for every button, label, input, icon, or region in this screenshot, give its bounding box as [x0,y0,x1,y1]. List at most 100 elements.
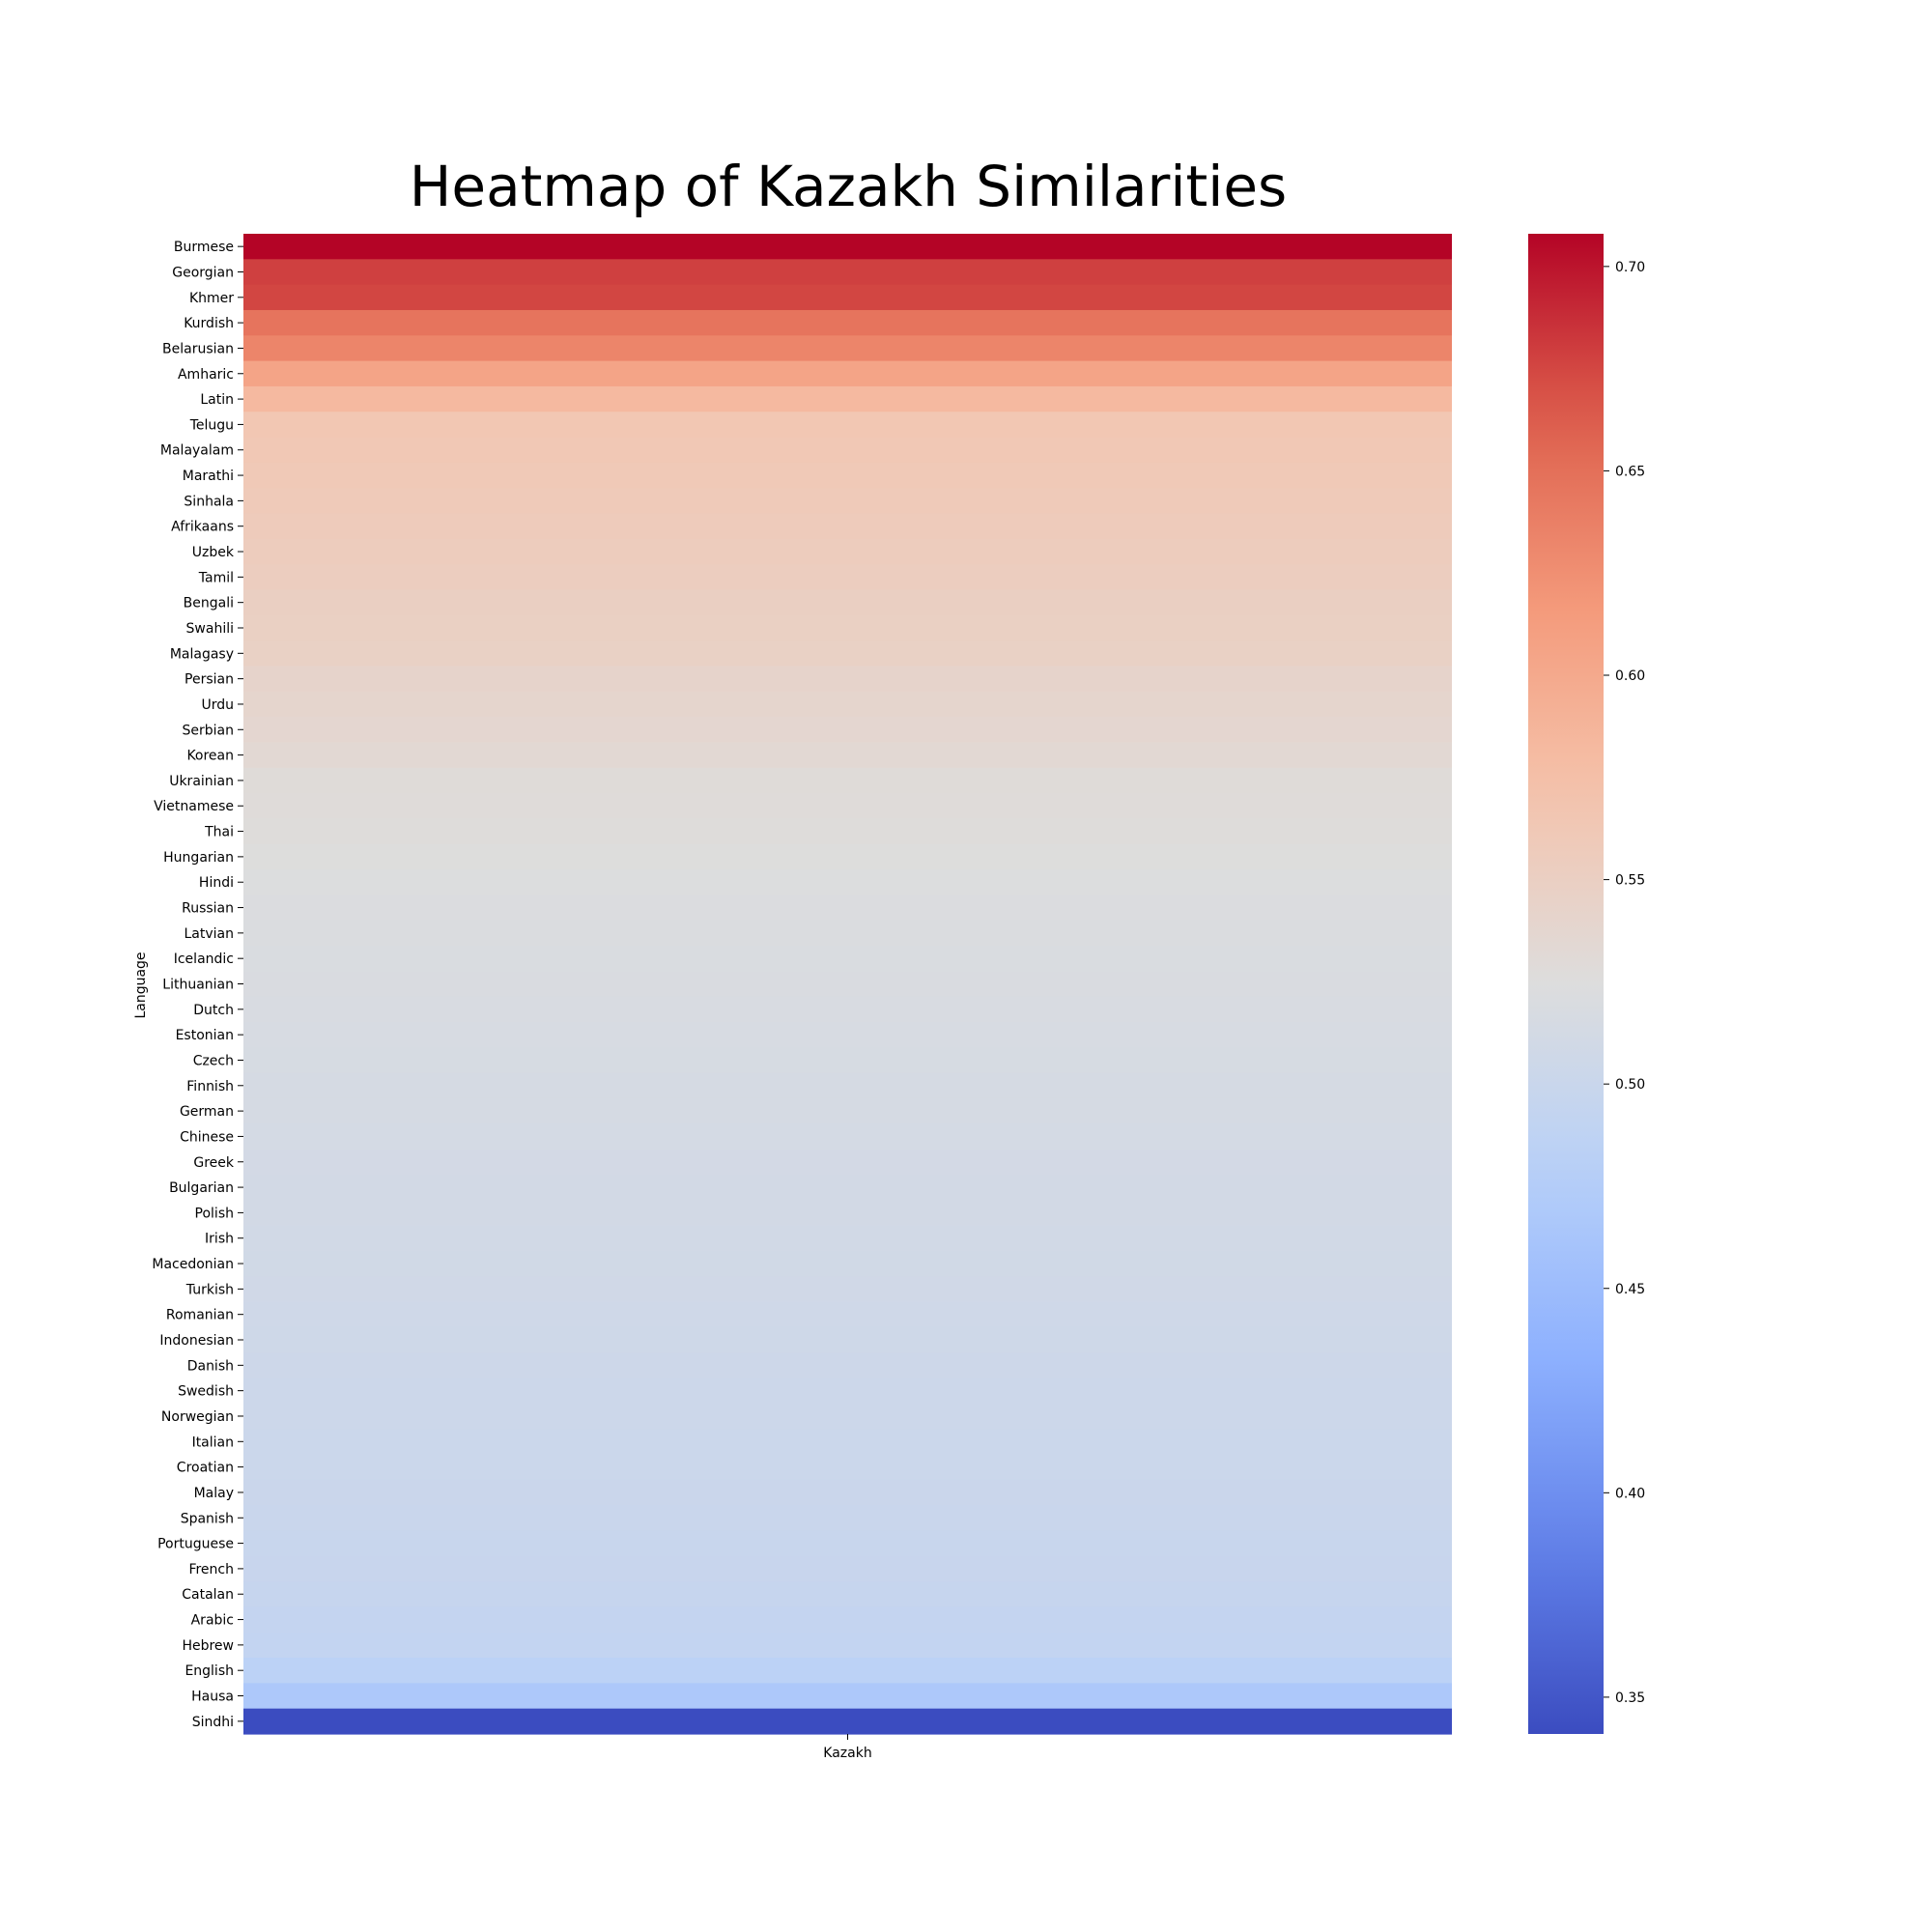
heatmap-cell [243,1581,1452,1607]
row-tick-label: Bengali [184,596,234,611]
heatmap-cell [243,717,1452,744]
heatmap-cell [243,971,1452,998]
colorbar-tick-label: 0.40 [1615,1486,1645,1501]
row-tick-label: Macedonian [152,1257,234,1272]
row-tick-label: Romanian [166,1308,234,1323]
heatmap-cell [243,614,1452,641]
row-tick-label: Ukrainian [169,774,234,789]
heatmap-cell [243,1021,1452,1048]
row-tick-label: Sinhala [184,494,234,509]
row-tick-label: Malayalam [160,443,234,459]
row-tick-label: Italian [192,1435,234,1450]
heatmap-cell [243,1632,1452,1659]
row-tick-labels: Burmese Georgian Khmer Kurdish Belarusian Amh… [152,240,243,1730]
heatmap-cell [243,234,1452,260]
colorbar-tick-label: 0.45 [1615,1282,1645,1297]
heatmap-cell [243,946,1452,972]
heatmap-cell [243,640,1452,668]
heatmap-cell [243,1454,1452,1481]
heatmap-cell [243,793,1452,819]
row-tick-label: Georgian [172,265,234,280]
row-tick-label: Norwegian [161,1409,234,1425]
heatmap-cell [243,1555,1452,1582]
heatmap-cell [243,869,1452,895]
row-tick-label: Marathi [183,469,234,484]
row-tick-label: Irish [205,1232,234,1247]
heatmap-cell [243,818,1452,845]
row-tick-label: Czech [193,1053,234,1068]
heatmap-cell [243,666,1452,693]
row-tick-label: Amharic [178,367,234,383]
row-tick-label: Arabic [191,1613,234,1629]
heatmap-cell [243,335,1452,362]
row-tick-label: Hungarian [163,850,234,866]
heatmap-cell [243,996,1452,1023]
heatmap-cell [243,742,1452,769]
heatmap-cell [243,895,1452,922]
colorbar-tick-label: 0.60 [1615,668,1645,684]
heatmap-cell [243,1276,1452,1303]
row-tick-label: Hausa [191,1690,234,1705]
heatmap-cell [243,1708,1452,1735]
heatmap-cell [243,1047,1452,1074]
heatmap-cell [243,1174,1452,1201]
heatmap-cell [243,1097,1452,1124]
heatmap-cell [243,564,1452,591]
row-tick-label: Vietnamese [154,799,234,814]
heatmap-cell [243,1606,1452,1634]
heatmap-cell [243,259,1452,286]
heatmap-cell [243,412,1452,439]
colorbar [1528,234,1604,1734]
row-tick-label: Sindhi [192,1715,234,1730]
colorbar-tick-labels: 0.35 0.40 0.45 0.50 0.55 0.60 0.65 0.70 [1604,260,1645,1706]
row-tick-label: Persian [185,672,234,688]
row-tick-label: Catalan [182,1587,234,1603]
row-tick-label: Serbian [183,723,234,738]
colorbar-tick-label: 0.55 [1615,873,1645,889]
row-tick-label: English [185,1663,234,1679]
row-tick-label: Latin [200,392,234,408]
row-tick-label: Afrikaans [171,520,234,535]
heatmap-cell [243,767,1452,794]
row-tick-label: Chinese [180,1129,234,1145]
row-tick-label: Kurdish [184,316,234,331]
heatmap-cell [243,1200,1452,1227]
heatmap-cell [243,1225,1452,1252]
column-tick-labels: Kazakh [823,1734,872,1761]
heatmap-cell [243,1326,1452,1353]
row-tick-label: Spanish [181,1511,234,1526]
row-tick-label: Belarusian [162,341,234,356]
heatmap-cell [243,1149,1452,1176]
row-tick-label: Danish [187,1358,234,1374]
row-tick-label: Tamil [198,570,234,585]
row-tick-label: Malay [194,1486,234,1501]
row-tick-label: Swedish [178,1384,234,1400]
row-tick-label: Burmese [174,240,234,255]
heatmap-cell [243,437,1452,464]
row-tick-label: Hebrew [182,1638,234,1654]
heatmap-cell [243,360,1452,387]
heatmap-cell [243,691,1452,718]
row-tick-label: Lithuanian [162,978,234,993]
heatmap-cell [243,1479,1452,1506]
chart-title: Heatmap of Kazakh Similarities [410,154,1287,219]
row-tick-label: Thai [204,825,234,840]
heatmap-cells [243,234,1452,1735]
colorbar-tick-label: 0.65 [1615,464,1645,479]
heatmap-cell [243,488,1452,515]
row-tick-label: Portuguese [157,1537,234,1552]
row-tick-label: German [180,1104,234,1120]
colorbar-tick-label: 0.70 [1615,260,1645,275]
row-tick-label: Latvian [185,926,235,942]
row-tick-label: Bulgarian [169,1180,234,1196]
heatmap-cell [243,920,1452,947]
row-tick-label: Swahili [186,621,234,637]
heatmap-cell [243,538,1452,565]
heatmap-cell [243,1403,1452,1430]
row-tick-label: Croatian [177,1461,234,1476]
row-tick-label: Telugu [189,417,234,433]
heatmap-cell [243,1301,1452,1328]
heatmap-cell [243,385,1452,412]
row-tick-label: Icelandic [174,952,234,967]
